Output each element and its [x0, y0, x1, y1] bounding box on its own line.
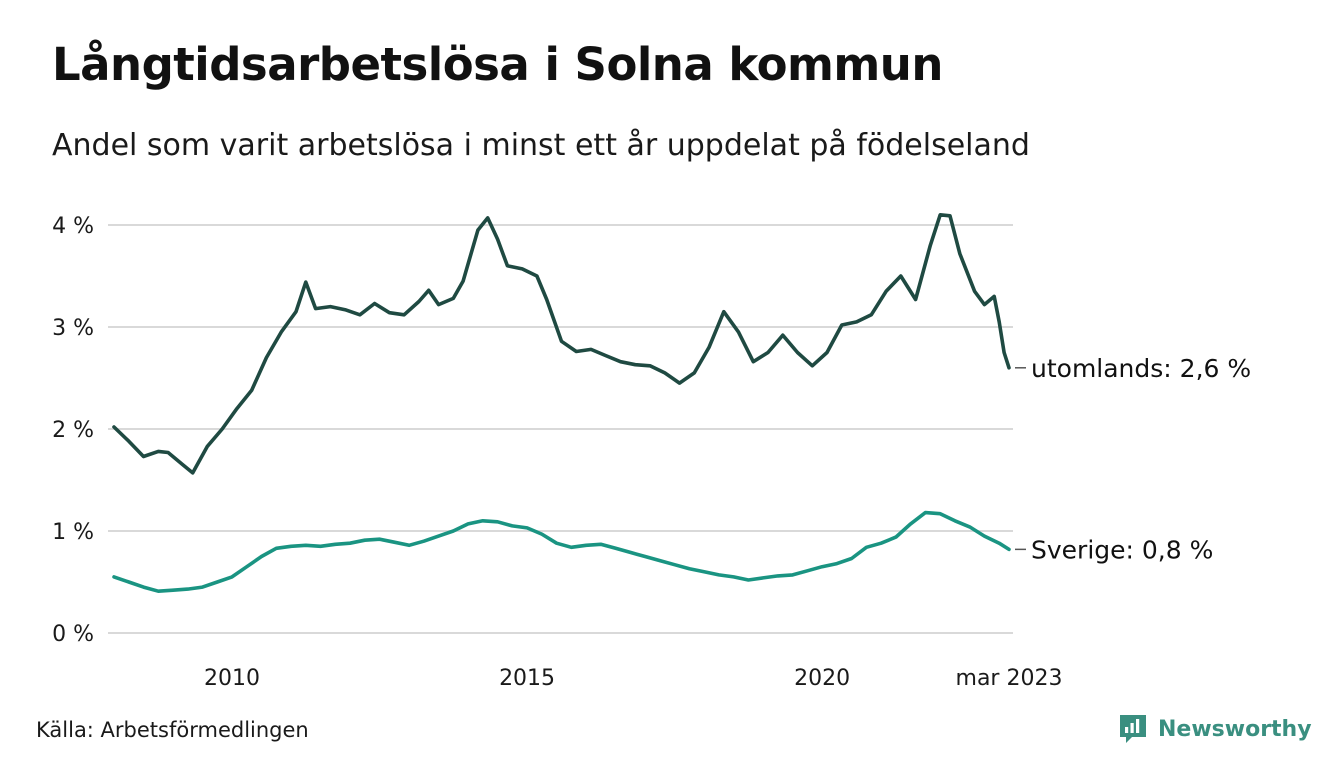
- source-note: Källa: Arbetsförmedlingen: [36, 718, 309, 742]
- brand-logo: Newsworthy: [1118, 712, 1312, 746]
- chart-title: Långtidsarbetslösa i Solna kommun: [52, 38, 943, 91]
- series-end-labels: utomlands: 2,6 % Sverige: 0,8 %: [1015, 354, 1251, 564]
- brand-name: Newsworthy: [1158, 716, 1312, 742]
- x-tick-label: 2010: [204, 666, 260, 691]
- series-end-label-utomlands: utomlands: 2,6 %: [1031, 354, 1251, 383]
- grid-lines: [108, 224, 1013, 634]
- y-tick-label: 3 %: [52, 316, 94, 341]
- series-end-label-sverige: Sverige: 0,8 %: [1031, 535, 1213, 564]
- y-tick-label: 4 %: [52, 214, 94, 239]
- series-line-sverige: [112, 510, 1011, 593]
- y-tick-label: 2 %: [52, 418, 94, 443]
- y-axis-ticks: 0 % 1 % 2 % 3 % 4 %: [52, 214, 94, 647]
- line-chart: 0 % 1 % 2 % 3 % 4 % 2010 2015 2020 mar 2023 uto…: [52, 213, 1251, 691]
- x-tick-label: 2020: [794, 666, 850, 691]
- x-tick-label: 2015: [499, 666, 555, 691]
- y-tick-label: 0 %: [52, 622, 94, 647]
- x-axis-ticks: 2010 2015 2020 mar 2023: [204, 666, 1062, 691]
- x-tick-label: mar 2023: [956, 666, 1063, 691]
- chart-subtitle: Andel som varit arbetslösa i minst ett å…: [52, 128, 1030, 163]
- series-lines: [112, 213, 1011, 593]
- series-line-utomlands: [112, 213, 1011, 475]
- y-tick-label: 1 %: [52, 520, 94, 545]
- newsworthy-logo-icon: [1120, 715, 1146, 743]
